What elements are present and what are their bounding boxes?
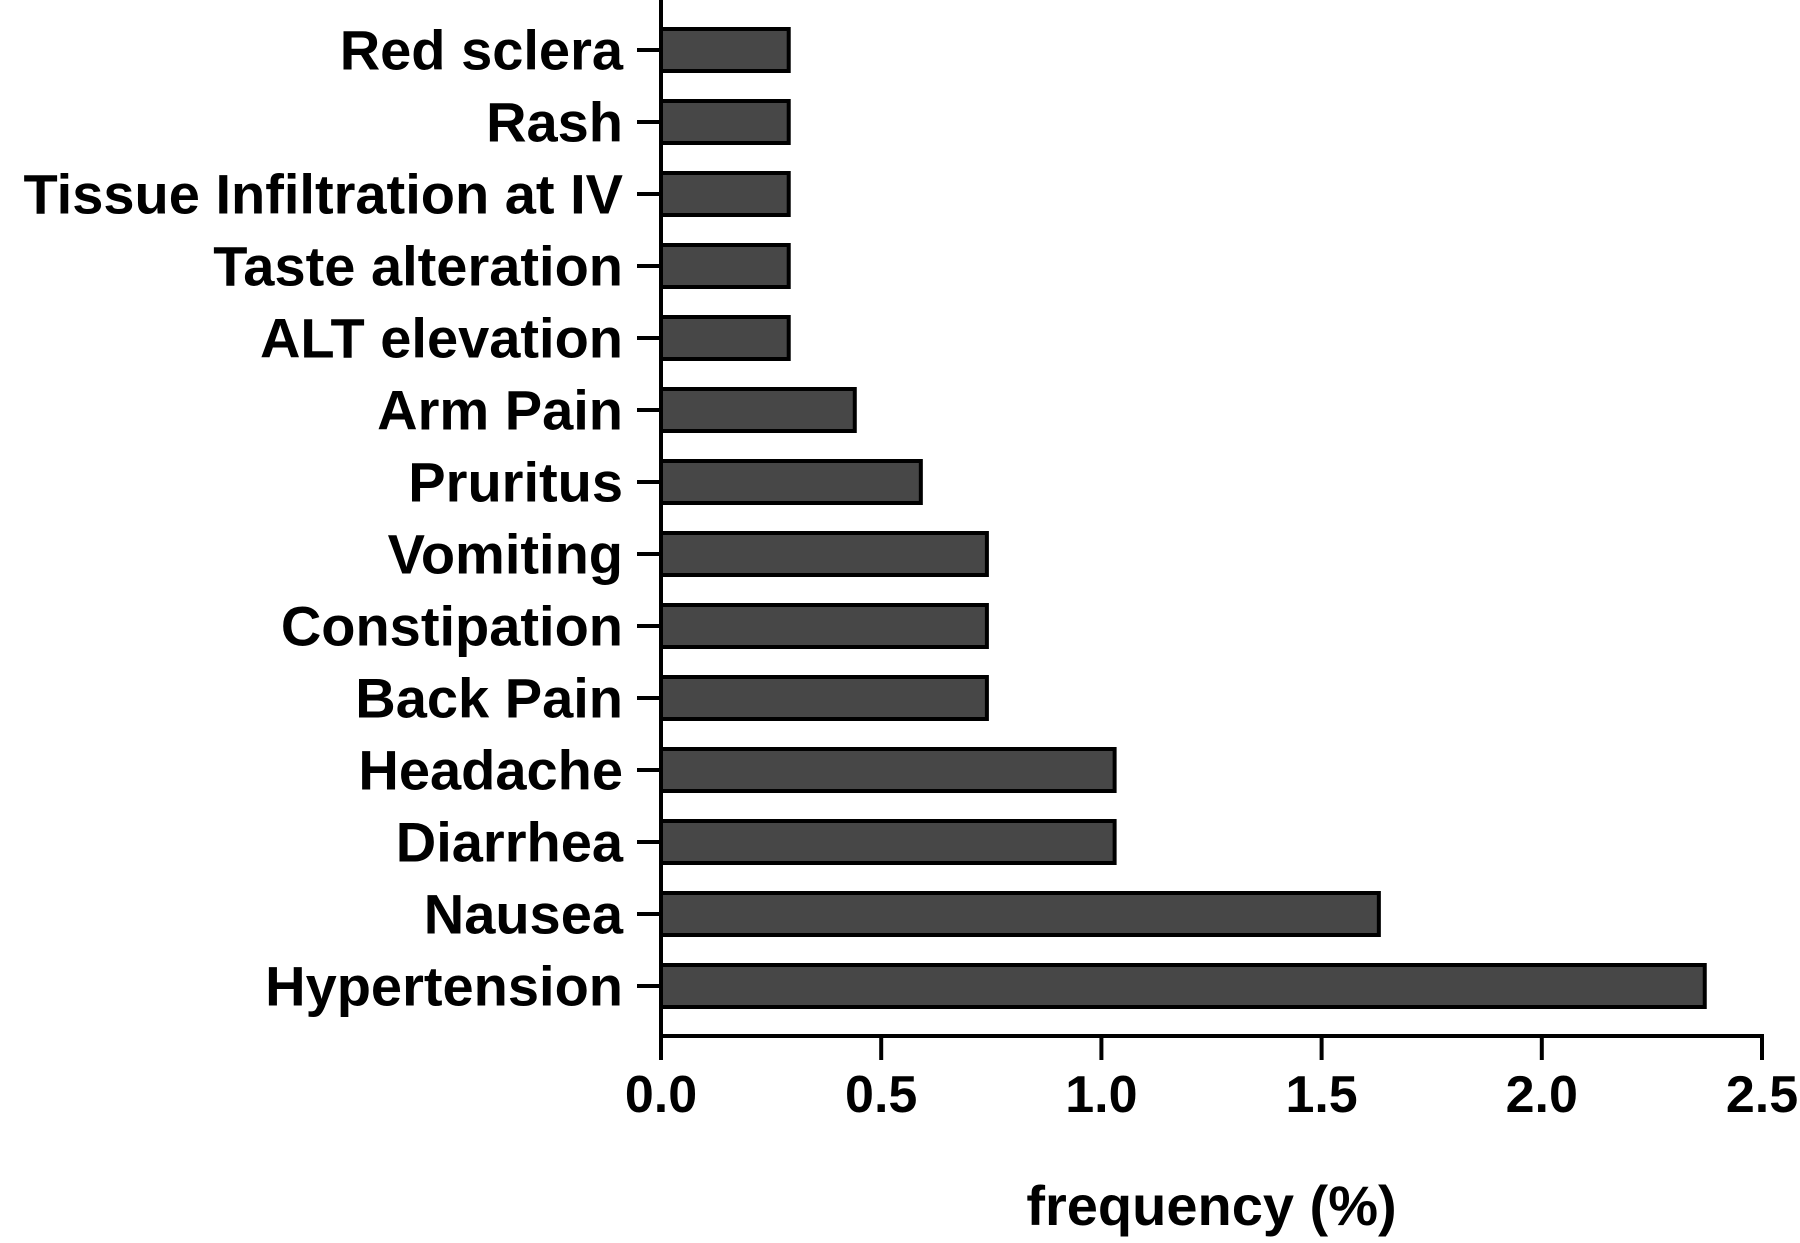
category-label: ALT elevation [260, 307, 623, 370]
x-axis: 0.0 0.5 1.0 1.5 2.0 2.5 [625, 1034, 1798, 1124]
bar-diarrhea [659, 819, 1117, 865]
category-label: Taste alteration [213, 235, 623, 298]
category-label: Back Pain [355, 667, 623, 730]
bar-taste-alteration [659, 243, 791, 289]
x-tick-label: 1.0 [1065, 1066, 1137, 1124]
bar-rash [659, 99, 791, 145]
category-label: Pruritus [408, 451, 623, 514]
x-tick-label: 1.5 [1285, 1066, 1357, 1124]
x-tick-label: 0.5 [845, 1066, 917, 1124]
category-label: Tissue Infiltration at IV [23, 163, 623, 226]
category-label: Red sclera [340, 19, 624, 82]
bar-tissue-infiltration-at-iv [659, 171, 791, 217]
category-label: Diarrhea [396, 811, 624, 874]
category-label: Constipation [281, 595, 623, 658]
bar-hypertension [659, 963, 1707, 1009]
category-label: Headache [358, 739, 623, 802]
bar-pruritus [659, 459, 923, 505]
x-tick-label: 2.0 [1506, 1066, 1578, 1124]
category-label: Hypertension [265, 955, 623, 1018]
category-label: Rash [486, 91, 623, 154]
bar-back-pain [659, 675, 989, 721]
category-label: Vomiting [388, 523, 623, 586]
bar-red-sclera [659, 27, 791, 73]
category-label: Arm Pain [377, 379, 623, 442]
bars-group [659, 27, 1707, 1009]
x-tick-label: 2.5 [1726, 1066, 1798, 1124]
bar-nausea [659, 891, 1381, 937]
category-label: Nausea [424, 883, 624, 946]
y-axis: Red sclera Rash Tissue Infiltration at IV T… [23, 0, 663, 1036]
x-axis-title: frequency (%) [1026, 1174, 1396, 1237]
x-tick-label: 0.0 [625, 1066, 697, 1124]
bar-headache [659, 747, 1117, 793]
bar-constipation [659, 603, 989, 649]
bar-arm-pain [659, 387, 857, 433]
bar-vomiting [659, 531, 989, 577]
bar-alt-elevation [659, 315, 791, 361]
